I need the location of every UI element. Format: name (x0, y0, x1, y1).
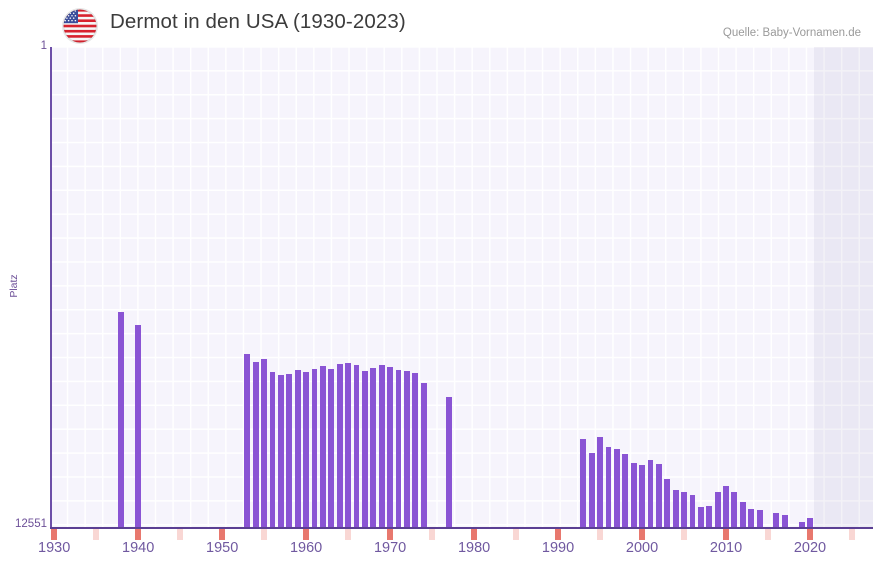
x-tick-minor-1985 (513, 529, 520, 540)
future-shaded-region (814, 47, 873, 528)
x-tick-major-1950 (219, 529, 226, 540)
x-axis-label-1980: 1980 (457, 540, 491, 556)
bar-2010[interactable] (723, 486, 729, 528)
bar-2011[interactable] (731, 491, 738, 528)
x-tick-major-2020 (807, 529, 813, 540)
bar-2003[interactable] (664, 479, 671, 528)
x-tick-minor-1955 (261, 529, 268, 540)
x-tick-major-1990 (555, 529, 561, 540)
chart-plot-area (50, 47, 873, 528)
bar-1966[interactable] (353, 365, 360, 528)
bar-2005[interactable] (681, 492, 687, 528)
bar-1959[interactable] (294, 370, 301, 528)
bar-1973[interactable] (412, 372, 419, 528)
x-axis-label-1930: 1930 (38, 540, 71, 556)
page-title: Dermot in den USA (1930-2023) (110, 10, 406, 33)
x-axis-label-1960: 1960 (289, 540, 323, 556)
x-tick-major-1940 (135, 529, 142, 540)
bar-1954[interactable] (252, 361, 259, 528)
bar-1960[interactable] (303, 371, 310, 528)
bar-1961[interactable] (311, 368, 318, 528)
bar-1997[interactable] (613, 449, 620, 528)
x-axis-line (50, 527, 873, 529)
x-axis-ticks (50, 529, 873, 540)
x-tick-minor-1935 (93, 529, 100, 540)
bar-1968[interactable] (370, 368, 377, 528)
bar-2020[interactable] (807, 518, 813, 528)
x-tick-minor-1975 (429, 529, 436, 540)
bar-1974[interactable] (420, 383, 427, 528)
bar-2004[interactable] (672, 490, 679, 528)
bar-2019[interactable] (798, 521, 805, 528)
x-tick-major-1960 (303, 529, 310, 540)
bar-1962[interactable] (319, 366, 326, 528)
bar-2014[interactable] (756, 509, 763, 528)
bar-1940[interactable] (135, 325, 142, 528)
us-flag-icon (63, 9, 97, 43)
bar-1965[interactable] (345, 363, 352, 528)
bar-1938[interactable] (118, 312, 125, 528)
x-axis-label-1940: 1940 (122, 540, 155, 556)
bar-1970[interactable] (387, 367, 394, 528)
x-tick-major-1970 (387, 529, 394, 540)
x-tick-major-2010 (723, 529, 729, 540)
x-tick-major-2000 (639, 529, 645, 540)
bar-1998[interactable] (622, 454, 629, 528)
x-tick-minor-2025 (849, 529, 855, 540)
bar-1957[interactable] (278, 375, 284, 528)
x-axis-label-1970: 1970 (373, 540, 407, 556)
bar-1999[interactable] (630, 463, 637, 528)
bar-1996[interactable] (605, 447, 612, 528)
bar-2016[interactable] (773, 513, 780, 528)
bar-1958[interactable] (286, 373, 293, 528)
x-tick-major-1980 (471, 529, 478, 540)
y-axis-bottom-label: 12551 (15, 518, 47, 530)
bar-1995[interactable] (597, 437, 603, 528)
bar-1993[interactable] (580, 439, 587, 528)
bar-1972[interactable] (403, 371, 410, 528)
bar-2012[interactable] (739, 501, 746, 528)
x-axis-labels: 1930 1940 1950 1960 1970 1980 1990 2000 2010 2020 (0, 540, 873, 567)
bar-2006[interactable] (689, 494, 696, 528)
bar-1956[interactable] (269, 372, 276, 528)
bar-2001[interactable] (647, 460, 654, 528)
y-axis-title: Platz (8, 274, 20, 298)
bar-1953[interactable] (244, 354, 251, 528)
x-axis-label-1990: 1990 (541, 540, 575, 556)
bar-1977[interactable] (445, 396, 452, 528)
x-axis-label-2000: 2000 (625, 540, 659, 556)
x-tick-major-1930 (51, 529, 58, 540)
bar-1963[interactable] (328, 368, 335, 528)
bar-2000[interactable] (639, 465, 645, 528)
bar-1971[interactable] (395, 369, 402, 528)
x-axis-label-2020: 2020 (793, 540, 827, 556)
source-label: Quelle: Baby-Vornamen.de (722, 27, 861, 39)
bar-2002[interactable] (655, 464, 662, 528)
x-axis-label-1950: 1950 (206, 540, 239, 556)
x-tick-minor-1945 (177, 529, 184, 540)
bar-1967[interactable] (361, 370, 368, 528)
x-tick-minor-1995 (597, 529, 603, 540)
bar-1969[interactable] (378, 365, 385, 528)
bar-2008[interactable] (706, 505, 713, 528)
x-tick-minor-1965 (345, 529, 352, 540)
bar-2009[interactable] (714, 491, 721, 528)
bar-2017[interactable] (781, 514, 788, 528)
x-tick-minor-2015 (765, 529, 771, 540)
bar-1964[interactable] (336, 364, 343, 528)
x-tick-minor-2005 (681, 529, 687, 540)
bar-2013[interactable] (748, 509, 755, 528)
y-axis-top-label: 1 (40, 40, 47, 52)
x-axis-label-2010: 2010 (709, 540, 743, 556)
bar-1955[interactable] (261, 358, 268, 528)
y-axis-line (50, 47, 52, 528)
bar-2007[interactable] (697, 506, 704, 528)
chart-header: Dermot in den USA (1930-2023) Quelle: Ba… (0, 0, 873, 44)
bar-1994[interactable] (588, 453, 595, 528)
